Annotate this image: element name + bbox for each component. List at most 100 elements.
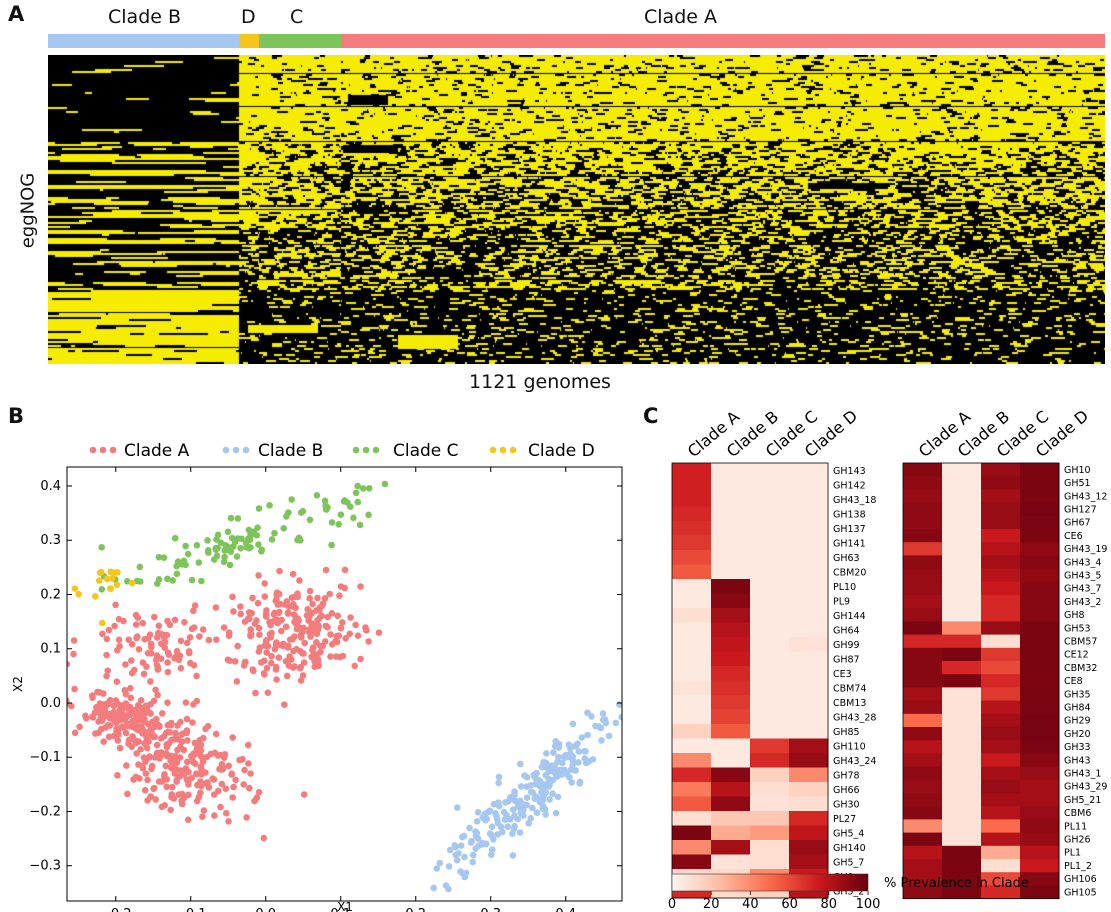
point-clade-a xyxy=(284,644,292,651)
heatmap-left-cell xyxy=(672,506,712,522)
point-clade-a xyxy=(351,662,359,670)
point-clade-b xyxy=(446,846,454,854)
heatmap-right-cell xyxy=(942,515,982,530)
point-clade-a xyxy=(263,649,271,656)
heatmap-right-cell xyxy=(903,634,943,649)
heatmap-right-cell xyxy=(903,779,943,794)
point-clade-a xyxy=(306,595,314,602)
heatmap-left-cell xyxy=(789,550,829,565)
heatmap-right-cell xyxy=(1020,647,1060,662)
point-clade-b xyxy=(589,756,597,763)
scatter-frame xyxy=(66,466,623,902)
point-clade-b xyxy=(527,788,535,796)
point-clade-a xyxy=(218,766,225,773)
heatmap-right-cell xyxy=(981,489,1021,504)
point-clade-b xyxy=(469,851,477,859)
point-clade-a xyxy=(104,700,111,707)
point-clade-a xyxy=(147,793,154,800)
heatmap-right-cell xyxy=(903,608,943,622)
point-clade-a xyxy=(104,667,111,674)
point-clade-a xyxy=(58,632,65,639)
point-clade-a xyxy=(150,785,157,793)
heatmap-left-cell xyxy=(711,593,751,609)
point-clade-b xyxy=(511,812,518,819)
point-clade-a xyxy=(157,655,165,662)
heatmap-left-cell xyxy=(711,724,751,739)
heatmap-left-cell xyxy=(750,608,790,623)
point-clade-a xyxy=(222,785,230,792)
point-clade-b xyxy=(550,749,557,756)
heatmap-left-cell xyxy=(672,709,712,725)
point-clade-a xyxy=(311,663,319,670)
point-clade-a xyxy=(241,659,249,666)
heatmap-right-cell xyxy=(1020,555,1060,570)
heatmap-right-cell xyxy=(903,463,943,477)
point-clade-a xyxy=(171,616,179,624)
point-clade-a xyxy=(110,732,118,740)
point-clade-a xyxy=(114,647,121,654)
heatmap-left-row-label: PL27 xyxy=(833,814,856,825)
point-clade-b xyxy=(560,753,568,761)
point-clade-b xyxy=(484,808,492,816)
point-clade-c xyxy=(227,514,235,522)
heatmap-right-cell xyxy=(942,885,982,900)
point-clade-b xyxy=(582,748,589,755)
heatmap-left-cell xyxy=(672,854,712,870)
point-clade-b xyxy=(520,812,527,819)
point-clade-a xyxy=(158,778,166,785)
point-clade-a xyxy=(112,601,119,609)
point-clade-a xyxy=(68,702,75,710)
point-clade-a xyxy=(123,762,130,769)
point-clade-a xyxy=(194,750,201,757)
heatmap-left-cell xyxy=(672,535,712,551)
point-clade-a xyxy=(309,600,316,608)
point-clade-c xyxy=(271,529,278,537)
point-clade-a xyxy=(178,797,185,804)
point-clade-a xyxy=(212,730,220,738)
heatmap-right-cell xyxy=(981,529,1021,543)
heatmap-right-cell xyxy=(903,476,943,490)
heatmap-left-cell xyxy=(750,506,790,522)
point-clade-a xyxy=(207,750,215,758)
point-clade-a xyxy=(231,658,239,665)
heatmap-right-cell xyxy=(981,542,1021,556)
point-clade-a xyxy=(147,678,154,685)
point-clade-a xyxy=(322,566,330,574)
legend-item-clade-b: Clade B xyxy=(222,441,323,461)
heatmap-right-cell xyxy=(981,555,1021,570)
point-clade-a xyxy=(296,664,304,672)
heatmap-left-cell xyxy=(789,521,829,536)
point-clade-a xyxy=(341,566,349,574)
point-clade-a xyxy=(177,664,185,672)
point-clade-a xyxy=(135,646,143,653)
point-clade-a xyxy=(171,770,179,777)
legend-label-clade-d: Clade D xyxy=(528,441,595,461)
point-clade-b xyxy=(530,772,538,780)
point-clade-a xyxy=(105,733,113,741)
point-clade-a xyxy=(300,659,308,666)
point-clade-a xyxy=(71,685,78,693)
heatmap-left-cell xyxy=(672,811,712,826)
point-clade-b xyxy=(543,750,550,757)
point-clade-a xyxy=(321,595,329,602)
heatmap-left-cell xyxy=(789,564,829,580)
heatmap-left-cell xyxy=(789,724,829,739)
point-clade-a xyxy=(328,641,336,648)
point-clade-b xyxy=(495,800,502,807)
point-clade-a xyxy=(183,639,191,647)
point-clade-a xyxy=(245,615,252,622)
heatmap-left-cell xyxy=(672,724,712,739)
heatmap-left-cell xyxy=(711,840,751,855)
point-clade-a xyxy=(237,603,244,610)
point-clade-d xyxy=(113,581,121,589)
heatmap-right-row-label: GH105 xyxy=(1064,887,1097,898)
point-clade-a xyxy=(180,746,188,754)
y-axis-label: X2 xyxy=(11,676,25,692)
point-clade-a xyxy=(146,631,154,638)
point-clade-a xyxy=(191,760,199,767)
heatmap-right-cell xyxy=(903,595,943,609)
heatmap-right-cell xyxy=(1020,476,1060,490)
point-clade-a xyxy=(229,734,236,741)
point-clade-a xyxy=(246,784,253,792)
point-clade-a xyxy=(176,754,184,761)
